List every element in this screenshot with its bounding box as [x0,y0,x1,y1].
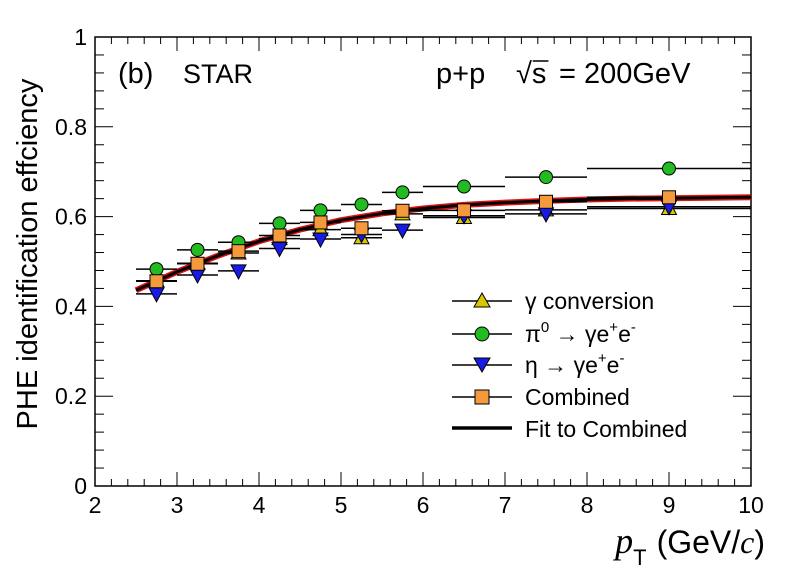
panel-label: (b) [118,58,153,90]
y-tick-label: 0.6 [55,204,87,230]
legend-label-gamma: γ conversion [525,288,654,314]
fit-curve [134,194,752,293]
y-tick-label: 0.8 [55,114,87,140]
data-point-square [354,221,369,236]
series-gamma-conversion [136,199,751,288]
x-tick-label: 5 [335,492,348,518]
legend-entry-combined: Combined [452,384,630,410]
y-tick-label: 1 [74,24,87,50]
series-pi0-dalitz [136,161,751,277]
x-axis-label-unit-close: ) [754,524,765,560]
legend-label-pi0-sup3: - [631,319,636,336]
data-point-square [539,194,553,209]
y-tick-label: 0 [74,473,87,499]
x-axis-label-unit-c: c [740,524,754,560]
x-axis-label-unit-open: (GeV/ [657,524,741,560]
series-combined [136,190,751,289]
data-point-triangle-down [312,232,329,249]
data-point-square [272,228,287,243]
data-point-circle [149,262,164,277]
x-axis-label-sub: T [633,545,646,570]
data-point-circle [457,179,471,194]
collision-label: p+p [436,58,485,90]
experiment-label: STAR [183,59,253,89]
legend-label-eta-sup3: - [619,350,624,367]
legend-label-pi0: π0 → γe+e- [525,319,636,347]
legend-entry-eta: η → γe+e- [452,350,624,378]
data-point-square [662,190,676,205]
y-tick-label: 0.2 [55,383,87,409]
y-axis-label: PHE identification effciency [12,78,44,429]
data-point-square [395,203,410,218]
axes: 2 3 4 5 6 7 8 9 10 0 0.2 0.4 0.6 0.8 1 [55,24,764,518]
data-point-square [149,274,164,289]
legend-label-eta: η → γe+e- [525,350,624,378]
data-point-square [313,215,328,230]
x-tick-label: 6 [417,492,430,518]
data-point-triangle-down [394,223,411,240]
legend-label-eta-prefix: η [525,352,538,378]
data-point-triangle-down [230,264,247,280]
legend-label-pi0-rest: → γe [549,321,609,347]
x-tick-label: 3 [171,492,184,518]
data-point-square [457,203,471,218]
legend-entry-pi0: π0 → γe+e- [452,319,636,347]
x-axis-label: pT (GeV/c) [612,521,765,570]
data-point-circle [272,216,287,231]
legend-label-pi0-sup2: + [609,319,618,336]
x-tick-label: 10 [738,492,764,518]
data-point-circle [190,242,205,257]
legend-label-eta-rest: → γe [538,352,598,378]
legend-label-pi0-rest2: e [618,321,631,347]
data-point-circle [354,197,369,212]
energy-value-label: = 200GeV [559,58,691,90]
x-tick-label: 4 [253,492,266,518]
legend-label-eta-rest2: e [607,352,620,378]
y-tick-label: 0.4 [55,293,87,319]
energy-sqrt-label: √s [516,58,546,90]
data-series [136,161,751,303]
x-tick-label: 8 [581,492,594,518]
data-point-circle [313,203,328,218]
legend-label-fit: Fit to Combined [525,416,687,442]
data-point-circle [662,161,676,176]
x-tick-label: 2 [89,492,102,518]
legend-marker-triangle-down [473,357,491,374]
legend-entry-fit: Fit to Combined [452,416,687,442]
data-point-square [190,256,205,271]
legend: γ conversion π0 → γe+e- η → γe+e- Combin… [452,288,687,442]
fit-line [135,195,752,292]
x-tick-label: 9 [663,492,676,518]
legend-marker-triangle-up [473,291,491,308]
legend-label-eta-sup2: + [598,350,607,367]
legend-marker-square [474,389,490,405]
data-point-triangle-down [189,268,206,285]
data-point-square [231,244,246,259]
data-point-triangle-down [148,287,165,303]
fit-error-band [134,194,752,293]
legend-entry-gamma: γ conversion [452,288,654,314]
data-point-circle [395,185,410,200]
legend-label-combined: Combined [525,384,630,410]
x-tick-label: 7 [499,492,512,518]
data-point-circle [539,170,553,185]
legend-label-pi0-sup: 0 [541,319,549,336]
x-axis-label-p: p [612,521,633,561]
data-point-triangle-down [271,241,288,258]
legend-label-pi0-prefix: π [525,321,541,347]
legend-marker-circle [474,326,490,342]
